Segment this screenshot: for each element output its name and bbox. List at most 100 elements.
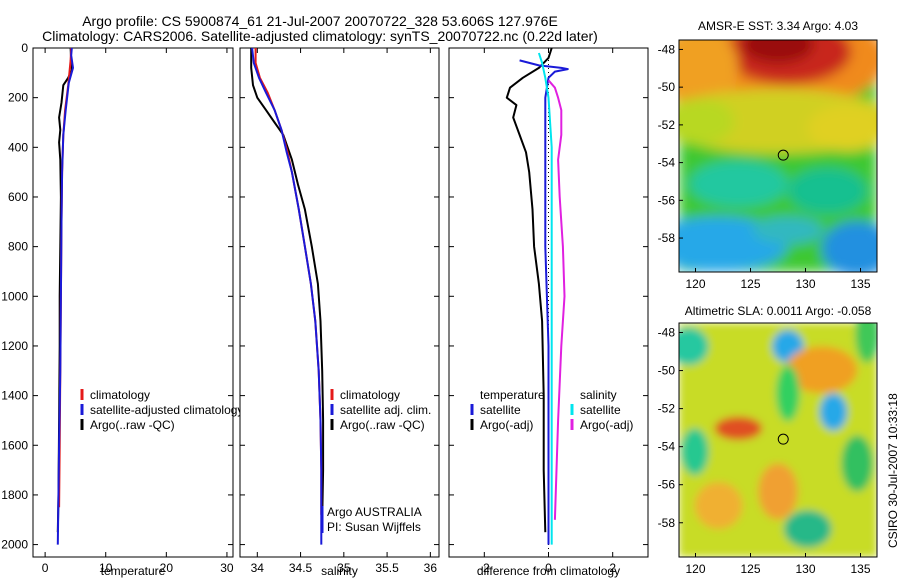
y-tick-label: 1400: [1, 389, 28, 403]
y-tick-label: -54: [658, 156, 676, 170]
y-tick-label: 800: [8, 240, 28, 254]
x-axis-label: salinity: [321, 564, 358, 578]
y-tick-label: -58: [658, 231, 676, 245]
map-title: Altimetric SLA: 0.0011 Argo: -0.058: [685, 304, 872, 318]
annotation-text: Argo AUSTRALIA: [327, 505, 422, 519]
y-tick-label: -52: [658, 402, 676, 416]
map-blob: [714, 416, 763, 440]
legend-label: salinity: [580, 388, 617, 402]
series-line: [250, 48, 325, 520]
y-tick-label: 200: [8, 91, 28, 105]
x-tick-label: 20: [160, 561, 174, 575]
title-line-2: Climatology: CARS2006. Satellite-adjuste…: [42, 28, 598, 44]
map-blob: [694, 482, 743, 529]
x-tick-label: 135: [850, 277, 870, 291]
y-tick-label: 0: [21, 41, 28, 55]
x-tick-label: 125: [740, 562, 760, 576]
x-tick-label: -2: [479, 561, 490, 575]
plot-frame: [239, 47, 440, 558]
x-tick-label: 120: [685, 277, 705, 291]
x-tick-label: 35: [337, 561, 351, 575]
map-frame: [678, 39, 878, 273]
map-field: [679, 40, 877, 272]
legend-label: satellite: [580, 403, 621, 417]
legend-label: Argo(-adj): [580, 418, 633, 432]
credit-stamp: CSIRO 30-Jul-2007 10:33:18: [886, 393, 900, 548]
x-tick-label: 120: [685, 562, 705, 576]
legend-label: Argo(..raw -QC): [90, 418, 175, 432]
map-blob: [688, 160, 788, 208]
map-blob: [807, 104, 877, 152]
x-tick-label: 135: [850, 562, 870, 576]
map-blobs: [679, 40, 877, 272]
y-tick-label: -50: [658, 80, 676, 94]
series-line: [505, 47, 553, 533]
legend-label: satellite adj. clim.: [340, 403, 431, 417]
x-tick-label: 130: [795, 277, 815, 291]
map-blob: [785, 346, 858, 394]
y-tick-label: -48: [658, 42, 676, 56]
map-blob: [752, 216, 824, 245]
map-blob: [783, 510, 832, 548]
y-tick-label: -58: [658, 516, 676, 530]
sla-map: 120 125 130 135 -48 -50 -52 -54 -56 -58 Altimetric…: [658, 304, 878, 576]
x-tick-label: 0: [42, 561, 49, 575]
plot-frame: [32, 47, 234, 558]
x-tick-label: 125: [740, 277, 760, 291]
map-title: AMSR-E SST: 3.34 Argo: 4.03: [698, 19, 858, 33]
profile-location-marker: [777, 433, 789, 445]
annotation-text: PI: Susan Wijffels: [327, 520, 421, 534]
map-blob: [819, 393, 848, 431]
y-tick-label: -56: [658, 478, 676, 492]
series-line: [251, 47, 323, 545]
legend-label: Argo(-adj): [480, 418, 533, 432]
series-line: [547, 79, 566, 520]
page-title: Argo profile: CS 5900874_61 21-Jul-2007 …: [0, 14, 640, 44]
x-tick-label: 130: [795, 562, 815, 576]
map-blob: [855, 323, 877, 363]
x-tick-label: 30: [220, 561, 234, 575]
profile-panel-2: 34 34.5 35 35.5 36 salinity climatologysatelli…: [239, 47, 440, 578]
profile-panel-1: 0 10 20 30 0 200 400 600 800 1000 1200 1400 1600 1800…: [1, 41, 243, 578]
y-tick-label: -56: [658, 193, 676, 207]
map-field: [679, 323, 877, 557]
map-frame: [678, 322, 878, 558]
legend-label: satellite: [480, 403, 521, 417]
map-blob: [680, 428, 709, 476]
legend-label: temperature: [480, 388, 545, 402]
sst-map: 120 125 130 135 -48 -50 -52 -54 -56 -58 AMSR-E SST…: [658, 19, 878, 291]
x-tick-label: 35.5: [375, 561, 399, 575]
x-tick-label: 0: [545, 561, 552, 575]
legend-label: climatology: [340, 388, 400, 402]
y-tick-label: -48: [658, 326, 676, 340]
legend-label: climatology: [90, 388, 150, 402]
map-blob: [776, 365, 800, 422]
x-tick-label: 34.5: [289, 561, 313, 575]
y-tick-label: -52: [658, 118, 676, 132]
x-tick-label: 34: [251, 561, 265, 575]
series-line: [56, 47, 74, 545]
x-tick-label: 36: [424, 561, 438, 575]
y-tick-label: 1800: [1, 488, 28, 502]
y-tick-label: 1600: [1, 438, 28, 452]
map-blob: [758, 463, 798, 520]
y-tick-label: 2000: [1, 538, 28, 552]
profile-location-marker: [777, 149, 789, 161]
map-blob: [679, 327, 709, 366]
y-tick-label: -54: [658, 440, 676, 454]
map-blob: [679, 40, 739, 110]
y-tick-label: 400: [8, 140, 28, 154]
y-tick-label: 600: [8, 190, 28, 204]
map-blob: [787, 167, 868, 214]
y-tick-label: 1200: [1, 339, 28, 353]
map-blob: [679, 98, 735, 145]
map-blob: [841, 435, 874, 492]
x-tick-label: 2: [609, 561, 616, 575]
legend-label: satellite-adjusted climatology: [90, 403, 243, 417]
map-blobs: [679, 323, 877, 557]
x-tick-label: 10: [99, 561, 113, 575]
title-line-1: Argo profile: CS 5900874_61 21-Jul-2007 …: [82, 13, 558, 29]
y-tick-label: 1000: [1, 289, 28, 303]
